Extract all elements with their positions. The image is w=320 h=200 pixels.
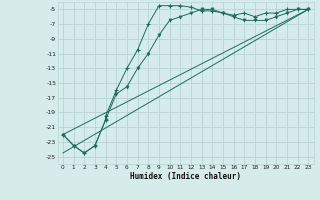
X-axis label: Humidex (Indice chaleur): Humidex (Indice chaleur) [130,172,241,181]
